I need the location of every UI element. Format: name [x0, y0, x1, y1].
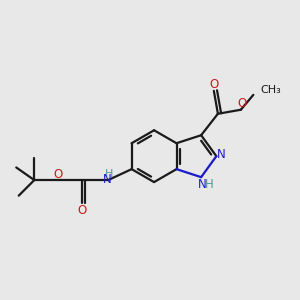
Text: N: N: [103, 173, 112, 186]
Text: H: H: [205, 178, 214, 191]
Text: CH₃: CH₃: [261, 85, 281, 95]
Text: O: O: [209, 78, 218, 91]
Text: O: O: [238, 97, 247, 110]
Text: N: N: [217, 148, 226, 161]
Text: H: H: [105, 169, 113, 178]
Text: O: O: [78, 204, 87, 217]
Text: N: N: [198, 178, 207, 191]
Text: O: O: [54, 168, 63, 181]
